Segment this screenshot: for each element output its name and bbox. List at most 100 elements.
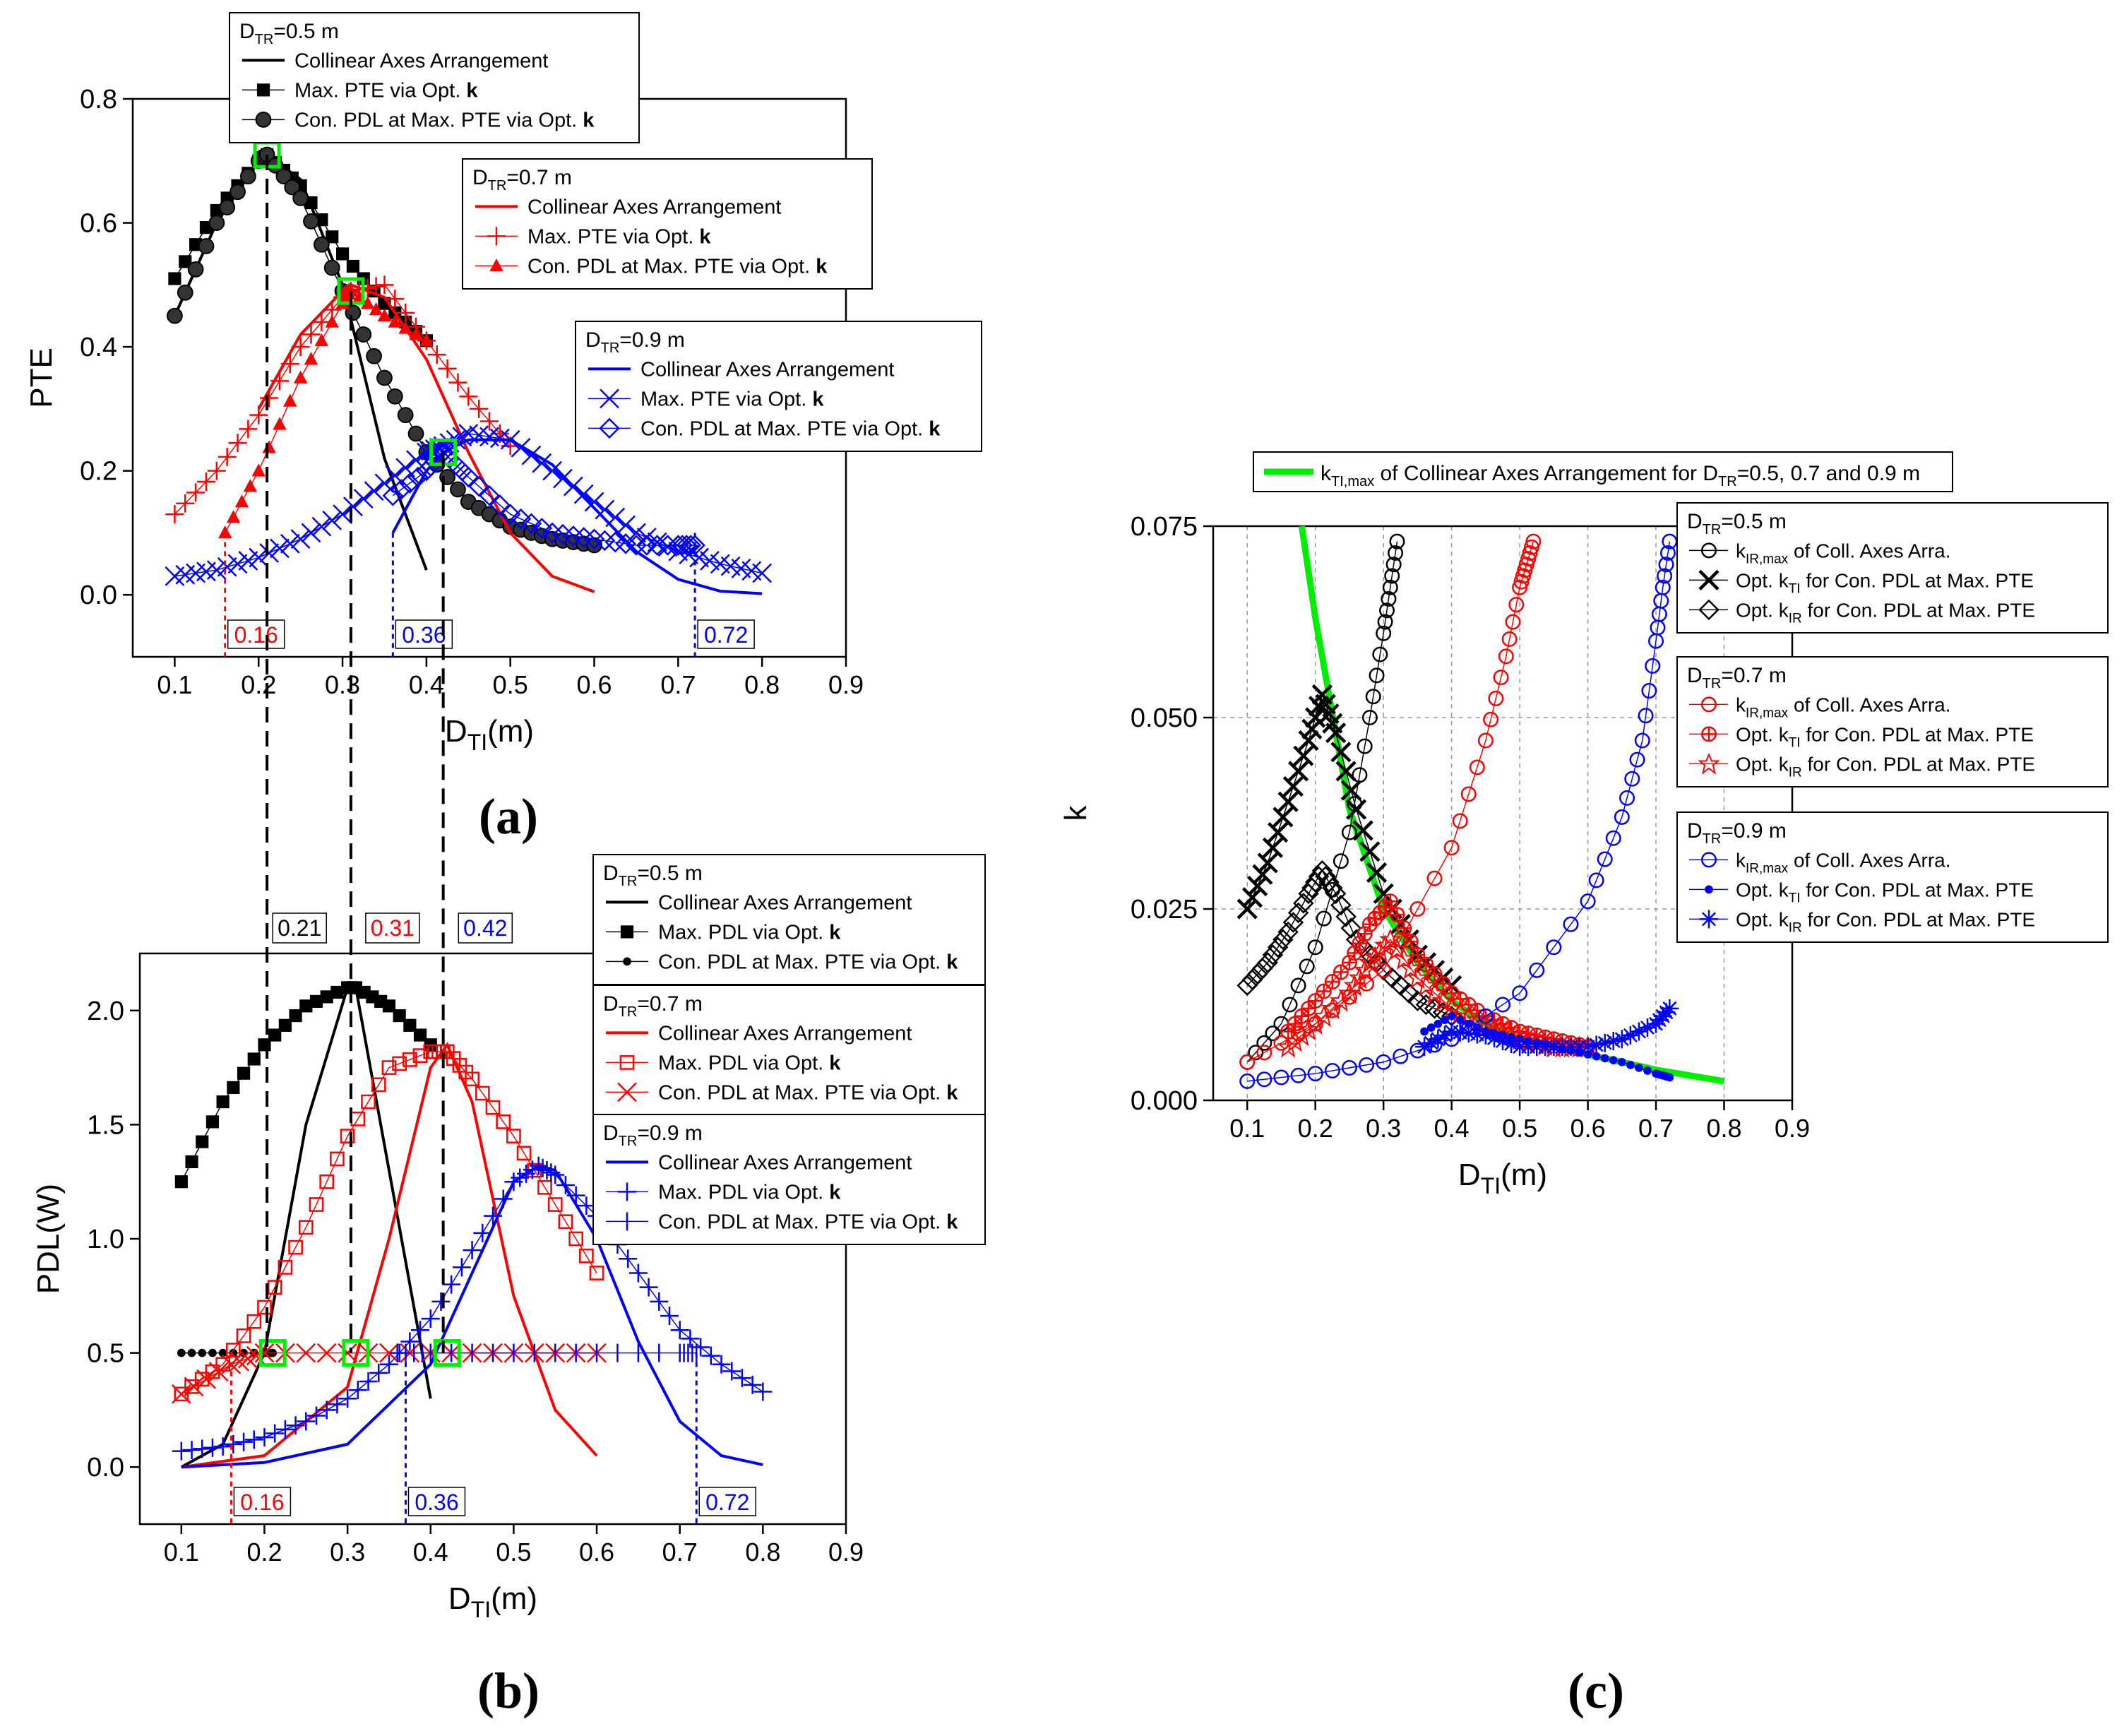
legend-header: DTR=0.7 m: [472, 166, 572, 194]
data-point: [218, 1348, 227, 1357]
legend-marker: [489, 258, 503, 272]
data-point: [1436, 1025, 1454, 1045]
y-tick-label: 0.050: [1131, 703, 1198, 733]
legend-marker: [619, 1055, 635, 1070]
y-axis-label: k: [1059, 805, 1093, 821]
data-point: [701, 1346, 720, 1365]
data-point: [1659, 545, 1676, 561]
legend-label-k: k: [1736, 849, 1746, 871]
data-point: [589, 1266, 604, 1280]
data-point: [1248, 1045, 1264, 1061]
legend-label: Max. PTE via Opt. k: [294, 79, 478, 102]
data-point: [1343, 974, 1366, 997]
legend-marker: [255, 112, 272, 128]
data-point: [1476, 1025, 1495, 1045]
data-point: [333, 504, 352, 524]
chart-c: 0.1 0.2 0.3 0.4 0.5 0.6 0.7 0.8 0.9 0.000 0.025 0.0…: [1059, 451, 2109, 1199]
legend-label: Con. PDL at Max. PTE via Opt. k: [658, 1081, 958, 1104]
data-point: [1525, 533, 1542, 549]
data-point: [419, 333, 434, 347]
data-point: [273, 417, 287, 430]
data-point: [1293, 893, 1314, 914]
data-point: [280, 533, 300, 554]
top-value-label: 0.31: [371, 915, 415, 941]
data-point: [193, 1439, 212, 1458]
data-point: [1372, 646, 1388, 662]
data-point: [381, 1060, 397, 1075]
data-point: [1614, 809, 1630, 825]
data-point: [278, 1260, 293, 1275]
legend-label-text: Max. PDL via Opt.: [658, 921, 823, 944]
legend-label-text: Collinear Axes Arrangement: [658, 1022, 912, 1045]
data-point: [296, 1343, 316, 1363]
data-point: [304, 352, 318, 365]
legend-label: Opt. kTI for Con. PDL at Max. PTE: [1736, 879, 2034, 905]
data-point: [1273, 1069, 1289, 1086]
data-point: [319, 1174, 335, 1189]
data-point: [1256, 1035, 1272, 1051]
legend-label-rest: for Con. PDL at Max. PTE: [1801, 879, 2034, 900]
series-4: [165, 275, 520, 524]
data-point: [391, 479, 412, 500]
data-point: [1455, 1016, 1465, 1025]
data-point: [427, 345, 446, 364]
marker-cross: [1410, 948, 1425, 962]
data-point: [1361, 710, 1378, 725]
data-point: [217, 525, 232, 539]
data-point: [1340, 917, 1362, 939]
data-point: [1546, 939, 1562, 956]
data-point: [266, 1424, 285, 1443]
data-point: [553, 468, 573, 489]
data-point: [1442, 1022, 1461, 1041]
series-8: [396, 1343, 698, 1362]
legend-label-sub: IR,max: [1746, 552, 1789, 566]
data-point: [179, 255, 192, 268]
series-line: [174, 284, 511, 515]
data-point: [259, 543, 279, 563]
data-point: [171, 1384, 191, 1404]
data-point: [270, 538, 290, 559]
data-point: [1643, 1066, 1652, 1075]
legend-1: DTR=0.7 m kIR,max of Coll. Axes Arra. Opt.…: [1676, 656, 2109, 787]
series-5: [217, 283, 434, 539]
legend-label: Max. PDL via Opt. k: [658, 1181, 841, 1203]
data-point: [1277, 791, 1299, 812]
data-point: [722, 1362, 741, 1381]
x-axis-label-unit: (m): [491, 1581, 537, 1616]
data-point: [1624, 771, 1640, 787]
data-point: [208, 1348, 217, 1357]
data-point: [547, 1197, 563, 1212]
legend-label-text: Collinear Axes Arrangement: [658, 1151, 912, 1174]
data-point: [260, 388, 279, 408]
legend-header-d: D: [239, 20, 255, 43]
x-tick-label: 0.8: [744, 670, 780, 699]
data-point: [586, 537, 602, 554]
data-point: [165, 505, 184, 524]
legend-header-d: D: [603, 862, 619, 885]
legend-label-k: k: [460, 79, 478, 102]
series-4: [174, 1044, 604, 1402]
data-point: [1369, 667, 1385, 684]
panel-label-a: (a): [479, 788, 538, 845]
marker-cross: [1397, 921, 1411, 935]
data-point: [1459, 1024, 1478, 1043]
legend-label-k: k: [1736, 694, 1746, 715]
data-point: [1396, 920, 1412, 937]
legend-box: [229, 12, 640, 143]
data-point: [1393, 947, 1415, 970]
series-2: [167, 146, 602, 554]
legend-header-sub: TR: [488, 178, 507, 194]
legend-label: Collinear Axes Arrangement: [658, 1022, 912, 1045]
data-point: [1483, 711, 1499, 727]
legend-label-k: k: [823, 921, 841, 944]
data-point: [1252, 958, 1273, 979]
data-point: [752, 563, 773, 583]
legend-label-sub: TI: [1789, 891, 1801, 905]
y-axis-label: PTE: [24, 347, 59, 408]
x-axis-label: DTI(m): [1458, 1158, 1547, 1199]
data-point: [1308, 866, 1330, 887]
data-point: [226, 510, 241, 523]
data-point: [382, 485, 404, 506]
legend-label: Max. PDL via Opt. k: [658, 1052, 841, 1074]
data-point: [407, 425, 424, 442]
